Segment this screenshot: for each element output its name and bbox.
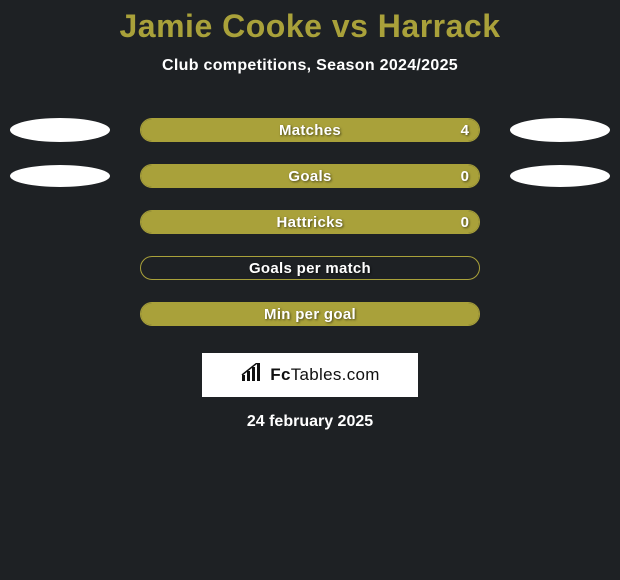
- page-subtitle: Club competitions, Season 2024/2025: [0, 57, 620, 75]
- comparison-infographic: Jamie Cooke vs Harrack Club competitions…: [0, 0, 620, 580]
- stat-bar: Matches4: [140, 118, 480, 142]
- stat-bar: Goals0: [140, 164, 480, 188]
- branding-rest: Tables.com: [291, 365, 380, 384]
- stat-bar: Goals per match: [140, 256, 480, 280]
- stat-label: Goals: [141, 165, 479, 187]
- stat-value: 0: [461, 165, 469, 187]
- player-oval-right: [510, 118, 610, 142]
- branding-bold: Fc: [270, 365, 290, 384]
- stat-row: Hattricks0: [0, 199, 620, 245]
- stat-row: Goals per match: [0, 245, 620, 291]
- player-oval-left: [10, 118, 110, 142]
- stat-rows: Matches4Goals0Hattricks0Goals per matchM…: [0, 107, 620, 337]
- branding-text: FcTables.com: [270, 365, 379, 385]
- footer-date: 24 february 2025: [0, 413, 620, 431]
- page-title: Jamie Cooke vs Harrack: [0, 0, 620, 45]
- stat-row: Matches4: [0, 107, 620, 153]
- branding-box: FcTables.com: [202, 353, 418, 397]
- stat-value: 0: [461, 211, 469, 233]
- stat-bar: Hattricks0: [140, 210, 480, 234]
- player-oval-right: [510, 165, 610, 187]
- stat-label: Goals per match: [141, 257, 479, 279]
- stat-label: Hattricks: [141, 211, 479, 233]
- stat-row: Min per goal: [0, 291, 620, 337]
- stat-row: Goals0: [0, 153, 620, 199]
- stat-label: Min per goal: [141, 303, 479, 325]
- bar-chart-icon: [240, 363, 264, 388]
- stat-bar: Min per goal: [140, 302, 480, 326]
- stat-value: 4: [461, 119, 469, 141]
- player-oval-left: [10, 165, 110, 187]
- stat-label: Matches: [141, 119, 479, 141]
